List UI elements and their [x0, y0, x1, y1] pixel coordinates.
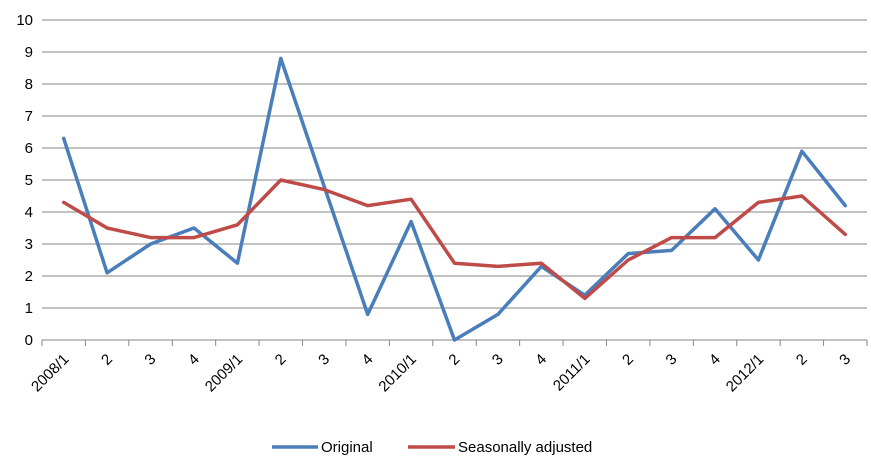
- x-tick-label: 3: [141, 351, 159, 369]
- x-tick-label: 2012/1: [723, 351, 767, 395]
- y-tick-label: 0: [25, 332, 33, 349]
- legend-label-seasonally-adjusted: Seasonally adjusted: [458, 439, 592, 456]
- x-tick-label: 2: [793, 351, 811, 369]
- y-tick-label: 7: [25, 108, 33, 125]
- x-tick-label: 3: [663, 351, 681, 369]
- y-tick-label: 9: [25, 44, 33, 61]
- x-tick-label: 3: [315, 351, 333, 369]
- y-tick-label: 10: [16, 12, 33, 29]
- series-lines: [61, 56, 848, 342]
- series-line-seasonally-adjusted: [61, 178, 848, 301]
- x-tick-label: 4: [359, 351, 377, 369]
- x-tick-label: 2: [272, 351, 290, 369]
- y-tick-label: 4: [25, 204, 33, 221]
- x-tick-label: 4: [706, 351, 724, 369]
- gridlines: [42, 19, 867, 309]
- x-tick-label: 3: [489, 351, 507, 369]
- legend-label-original: Original: [321, 439, 373, 456]
- x-tick-label: 2: [98, 351, 116, 369]
- y-tick-label: 3: [25, 236, 33, 253]
- x-tick-label: 4: [185, 351, 203, 369]
- y-tick-label: 5: [25, 172, 33, 189]
- x-tick-label: 2011/1: [550, 351, 594, 395]
- x-tick-label: 3: [836, 351, 854, 369]
- x-tick-label: 2008/1: [28, 351, 72, 395]
- x-tick-label: 2010/1: [375, 351, 419, 395]
- x-tick-label: 2: [445, 351, 463, 369]
- x-tick-label: 4: [532, 351, 550, 369]
- y-tick-label: 8: [25, 76, 33, 93]
- x-tick-label: 2: [619, 351, 637, 369]
- series-line-original: [61, 56, 848, 342]
- y-axis-tick-labels: 0 1 2 3 4 5 6 7 8 9 10: [16, 12, 33, 349]
- x-tick-label: 2009/1: [202, 351, 246, 395]
- y-tick-label: 6: [25, 140, 33, 157]
- y-tick-label: 2: [25, 268, 33, 285]
- y-tick-label: 1: [25, 300, 33, 317]
- legend: Original Seasonally adjusted: [272, 439, 592, 456]
